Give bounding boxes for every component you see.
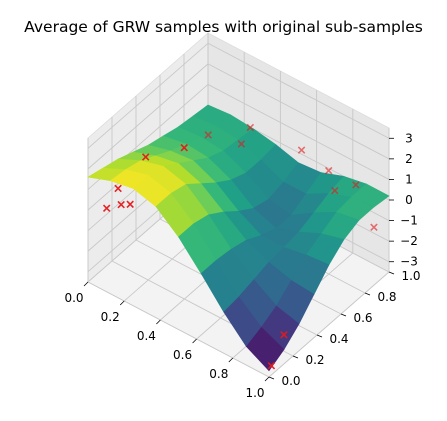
- x-tick-label: 0.0: [64, 291, 83, 305]
- z-tick-label: −2: [400, 234, 418, 248]
- sub-sample-marker: [117, 200, 125, 209]
- grid-line-z: [207, 63, 390, 160]
- x-tick-label: 0.8: [209, 367, 228, 381]
- grid-line-x: [268, 271, 390, 378]
- sub-sample-marker: [352, 181, 360, 189]
- grid-line-z: [87, 42, 209, 149]
- sub-sample-marker: [267, 361, 276, 370]
- y-tick-mark: [340, 313, 347, 317]
- sub-sample-marker: [280, 331, 288, 339]
- x-tick-mark: [192, 338, 197, 344]
- sub-sample-marker: [114, 184, 122, 193]
- z-tick-label: 3: [405, 131, 413, 145]
- y-tick-label: 0.0: [281, 374, 300, 388]
- sub-sample-marker: [324, 166, 333, 175]
- grid-line-z: [207, 84, 390, 180]
- grid-line-z: [87, 63, 209, 170]
- y-tick-mark: [364, 292, 371, 296]
- axis-ticks: 0.00.20.40.60.81.00.00.20.40.60.81.0−3−2…: [64, 131, 420, 400]
- sub-sample-marker: [180, 143, 188, 152]
- y-tick-label: 0.2: [305, 353, 324, 367]
- sub-sample-marker: [126, 200, 134, 209]
- x-tick-mark: [83, 281, 89, 287]
- y-tick-label: 0.8: [377, 290, 396, 304]
- y-tick-mark: [268, 376, 275, 380]
- x-tick-label: 0.4: [137, 329, 156, 343]
- x-tick-label: 0.2: [101, 310, 120, 324]
- x-tick-label: 1.0: [245, 386, 264, 400]
- x-tick-mark: [228, 357, 234, 363]
- x-tick-mark: [264, 376, 270, 382]
- x-tick-mark: [156, 319, 161, 325]
- y-tick-label: 0.4: [329, 332, 348, 346]
- z-tick-label: 0: [405, 193, 413, 207]
- sub-sample-marker: [246, 123, 255, 132]
- sub-sample-marker: [141, 153, 150, 161]
- z-tick-label: 1: [405, 172, 413, 186]
- z-tick-label: −1: [400, 214, 418, 228]
- grid-line-y: [87, 281, 270, 378]
- sub-sample-marker: [370, 223, 378, 232]
- y-tick-mark: [316, 334, 323, 338]
- surface: [87, 104, 390, 372]
- surface-patch: [246, 326, 285, 372]
- sub-sample-marker: [237, 140, 246, 148]
- x-tick-label: 0.6: [173, 348, 192, 362]
- sub-sample-marker: [204, 131, 212, 139]
- grid-line-z: [207, 42, 390, 139]
- sub-sample-markers: [102, 123, 378, 370]
- y-tick-label: 1.0: [401, 269, 420, 283]
- sub-sample-marker: [331, 186, 339, 195]
- z-tick-label: 2: [405, 152, 413, 166]
- y-tick-label: 0.6: [353, 311, 372, 325]
- sub-sample-marker: [102, 204, 111, 212]
- y-tick-mark: [388, 271, 395, 275]
- y-tick-mark: [292, 355, 299, 359]
- x-tick-mark: [119, 300, 125, 306]
- chart-title: Average of GRW samples with original sub…: [24, 18, 423, 36]
- z-tick-label: −3: [400, 255, 418, 269]
- sub-sample-marker: [297, 146, 306, 154]
